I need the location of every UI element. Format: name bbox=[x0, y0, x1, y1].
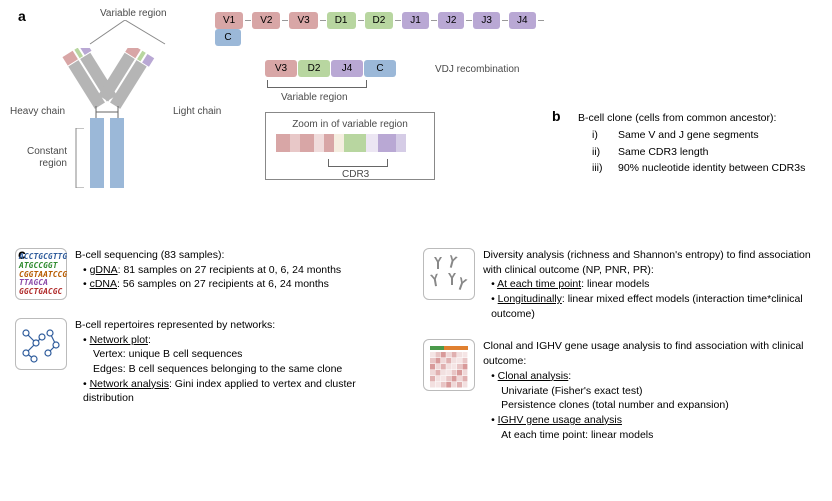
cdr3-label: CDR3 bbox=[342, 169, 369, 180]
heavy-chain-label: Heavy chain bbox=[10, 106, 65, 117]
seq-line: GGCTGACGC bbox=[19, 288, 63, 297]
heatmap-icon bbox=[423, 339, 475, 391]
constant-bracket-icon bbox=[70, 128, 88, 188]
c-block-seq: ACCTGCGTTGATGCCGGTCGGTAATCCGTTAGCAGGCTGA… bbox=[15, 248, 405, 300]
cdr-stripe bbox=[290, 134, 300, 152]
c3-hdr: B-cell repertoires represented by networ… bbox=[75, 318, 405, 333]
vdj-label: VDJ recombination bbox=[435, 64, 519, 75]
variable-region-label-2: Variable region bbox=[281, 92, 348, 103]
gene-segment: V3 bbox=[265, 60, 297, 77]
gene-recomb-row: V3D2J4C bbox=[265, 60, 397, 77]
c3-li1: Network plot: bbox=[83, 333, 405, 348]
zoom-box: Zoom in of variable region CDR3 bbox=[265, 112, 435, 180]
variable-fork-icon bbox=[70, 20, 180, 48]
c1-hdr: B-cell sequencing (83 samples): bbox=[75, 248, 405, 263]
gene-segment: C bbox=[215, 29, 241, 46]
c4-hdr: Clonal and IGHV gene usage analysis to f… bbox=[483, 339, 813, 368]
variable-region-label-1: Variable region bbox=[100, 8, 167, 19]
antibodies-icon bbox=[423, 248, 475, 300]
section-a: V1V2V3D1D2J1J2J3J4C V3D2J4C VDJ recombin… bbox=[15, 8, 555, 218]
cdr-stripe bbox=[396, 134, 406, 152]
gene-segment: V2 bbox=[252, 12, 280, 29]
section-c: ACCTGCGTTGATGCCGGTCGGTAATCCGTTAGCAGGCTGA… bbox=[15, 248, 815, 460]
c4-sub1: Univariate (Fisher's exact test) bbox=[483, 384, 813, 399]
gene-segments-row: V1 V2 V3 D1 D2 J1 J2 J3 J4 C bbox=[215, 12, 555, 46]
c4-li1: Clonal analysis: bbox=[491, 369, 813, 384]
light-chain-label: Light chain bbox=[173, 106, 221, 117]
c2-li1: At each time point: linear models bbox=[491, 277, 813, 292]
gene-segment: C bbox=[364, 60, 396, 77]
c1-li1: gDNA: 81 samples on 27 recipients at 0, … bbox=[83, 263, 405, 278]
c3-li2: Network analysis: Gini index applied to … bbox=[83, 377, 405, 406]
c3-sub1: Vertex: unique B cell sequences bbox=[75, 347, 405, 362]
c4-sub3: At each time point: linear models bbox=[483, 428, 813, 443]
cdr3-bracket bbox=[328, 159, 388, 167]
cdr-stripe bbox=[276, 134, 290, 152]
cdr-stripe bbox=[344, 134, 366, 152]
variable-bracket bbox=[267, 80, 367, 88]
section-b: B-cell clone (cells from common ancestor… bbox=[560, 110, 820, 177]
c-block-network: B-cell repertoires represented by networ… bbox=[15, 318, 405, 406]
zoom-title: Zoom in of variable region bbox=[276, 119, 424, 130]
b-item: i)Same V and J gene segments bbox=[592, 127, 820, 144]
gene-segment: J1 bbox=[402, 12, 429, 29]
gene-segment: D2 bbox=[365, 12, 394, 29]
cdr-stripe bbox=[300, 134, 314, 152]
zoom-stripes bbox=[276, 134, 424, 155]
gene-segment: J4 bbox=[509, 12, 536, 29]
cdr-stripe bbox=[378, 134, 396, 152]
cdr-stripe bbox=[334, 134, 344, 152]
c1-li2: cDNA: 56 samples on 27 recipients at 6, … bbox=[83, 277, 405, 292]
gene-segment: D2 bbox=[298, 60, 330, 77]
b-items: i)Same V and J gene segmentsii)Same CDR3… bbox=[578, 127, 820, 177]
antibody-icon bbox=[20, 48, 195, 208]
c2-hdr: Diversity analysis (richness and Shannon… bbox=[483, 248, 813, 277]
network-icon bbox=[15, 318, 67, 370]
gene-segment: D1 bbox=[327, 12, 356, 29]
cdr-stripe bbox=[366, 134, 378, 152]
gene-segment: J3 bbox=[473, 12, 500, 29]
constant-text: Constant region bbox=[27, 146, 67, 169]
gene-segment: J2 bbox=[438, 12, 465, 29]
constant-region-label: Constant region bbox=[17, 146, 67, 170]
gene-segment: V1 bbox=[215, 12, 243, 29]
c4-sub2: Persistence clones (total number and exp… bbox=[483, 398, 813, 413]
gene-segment: J4 bbox=[331, 60, 363, 77]
c3-sub2: Edges: B cell sequences belonging to the… bbox=[75, 362, 405, 377]
cdr-stripe bbox=[324, 134, 334, 152]
b-item: ii)Same CDR3 length bbox=[592, 144, 820, 161]
sequences-icon: ACCTGCGTTGATGCCGGTCGGTAATCCGTTAGCAGGCTGA… bbox=[15, 248, 67, 300]
gene-segment: V3 bbox=[289, 12, 317, 29]
b-item: iii)90% nucleotide identity between CDR3… bbox=[592, 160, 820, 177]
c2-li2: Longitudinally: linear mixed effect mode… bbox=[491, 292, 813, 321]
b-title: B-cell clone (cells from common ancestor… bbox=[578, 110, 820, 127]
c-block-diversity: Diversity analysis (richness and Shannon… bbox=[423, 248, 813, 321]
c-block-clonal: Clonal and IGHV gene usage analysis to f… bbox=[423, 339, 813, 442]
c4-li2: IGHV gene usage analysis bbox=[491, 413, 813, 428]
cdr-stripe bbox=[314, 134, 324, 152]
